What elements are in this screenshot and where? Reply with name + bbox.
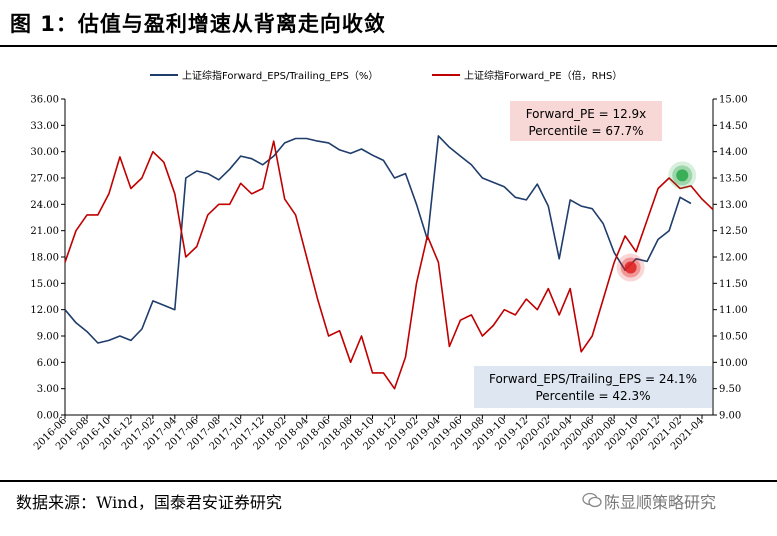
- left-tick-label: 30.00: [30, 147, 59, 158]
- pe-low-marker: [624, 261, 637, 274]
- left-tick-label: 24.00: [30, 200, 59, 211]
- pe-annotation-box: [510, 101, 662, 141]
- chart-svg: 0.00 3.00 6.00 9.00 12.00 15.00 18.00 21.00 24.0…: [30, 69, 748, 453]
- series-lines: [64, 135, 714, 390]
- eps-annotation: Forward_EPS/Trailing_EPS = 24.1% Percent…: [474, 366, 712, 408]
- wechat-icon: [582, 492, 602, 508]
- left-tick-label: 36.00: [30, 95, 59, 106]
- right-tick-label: 11.50: [719, 279, 748, 290]
- left-tick-label: 27.00: [30, 174, 59, 185]
- right-tick-label: 9.00: [719, 411, 741, 422]
- eps-annotation-box: [474, 366, 712, 408]
- eps-annotation-line1: Forward_EPS/Trailing_EPS = 24.1%: [489, 372, 697, 386]
- eps-ratio-line: [64, 135, 692, 344]
- right-tick-label: 13.50: [719, 174, 748, 185]
- legend-label-pe: 上证综指Forward_PE（倍，RHS）: [464, 69, 622, 82]
- left-tick-label: 15.00: [30, 279, 59, 290]
- pe-annotation-line1: Forward_PE = 12.9x: [526, 107, 647, 121]
- right-tick-label: 14.50: [719, 121, 748, 132]
- right-tick-label: 13.00: [719, 200, 748, 211]
- pe-annotation-line2: Percentile = 67.7%: [528, 124, 643, 138]
- bottom-rule: [0, 480, 777, 482]
- right-tick-label: 11.00: [719, 305, 748, 316]
- watermark: 陈显顺策略研究: [604, 493, 717, 512]
- eps-annotation-line2: Percentile = 42.3%: [535, 389, 650, 403]
- left-tick-label: 9.00: [37, 332, 59, 343]
- pe-annotation: Forward_PE = 12.9x Percentile = 67.7%: [510, 101, 662, 141]
- right-tick-label: 10.50: [719, 332, 748, 343]
- forward-pe-line: [64, 140, 714, 390]
- left-tick-label: 33.00: [30, 121, 59, 132]
- right-tick-label: 12.00: [719, 253, 748, 264]
- right-tick-label: 10.00: [719, 358, 748, 369]
- right-tick-label: 12.50: [719, 226, 748, 237]
- figure-title: 图 1：估值与盈利增速从背离走向收敛: [10, 12, 386, 36]
- top-rule: [0, 45, 777, 47]
- pe-current-marker: [676, 169, 689, 182]
- legend: 上证综指Forward_EPS/Trailing_EPS（%） 上证综指Forw…: [150, 69, 622, 82]
- left-tick-label: 0.00: [37, 411, 59, 422]
- left-tick-label: 18.00: [30, 253, 59, 264]
- right-tick-label: 14.00: [719, 147, 748, 158]
- legend-label-eps: 上证综指Forward_EPS/Trailing_EPS（%）: [182, 69, 378, 82]
- left-tick-label: 6.00: [37, 358, 59, 369]
- left-tick-label: 3.00: [37, 384, 59, 395]
- left-tick-label: 21.00: [30, 226, 59, 237]
- source-note: 数据来源：Wind，国泰君安证券研究: [16, 493, 282, 512]
- left-tick-label: 12.00: [30, 305, 59, 316]
- right-tick-label: 15.00: [719, 95, 748, 106]
- right-tick-label: 9.50: [719, 384, 741, 395]
- highlight-markers: [616, 161, 697, 282]
